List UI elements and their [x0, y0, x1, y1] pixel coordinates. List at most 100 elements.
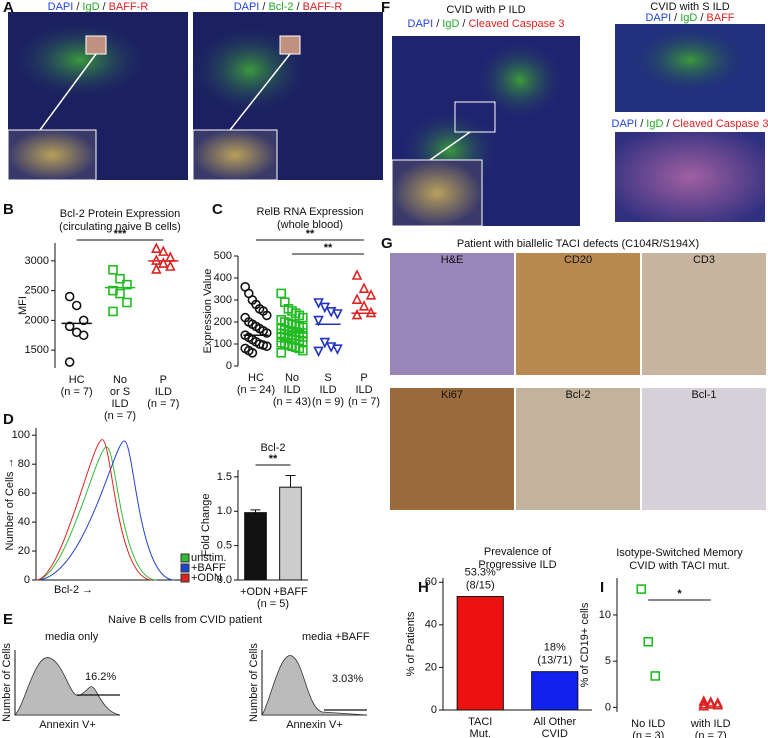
stain-label: DAPI / Bcl-2/BAFF-R	[234, 1, 343, 13]
stain-part: /	[666, 118, 670, 130]
data-point	[64, 291, 75, 302]
category-label: (n = 43)	[273, 396, 311, 408]
chart-title: Bcl-2	[260, 442, 285, 454]
category-label: (n = 7)	[61, 386, 93, 398]
y-tick-label: 500	[214, 250, 232, 262]
data-point	[650, 671, 661, 681]
y-tick-label: 3000	[25, 255, 49, 267]
data-point	[643, 636, 654, 647]
tile-label: H&E	[441, 254, 464, 266]
y-axis-label: % of Patients	[405, 611, 417, 676]
category-label: ILD	[319, 384, 336, 396]
panel-title: Patient with biallelic TACI defects (C10…	[457, 238, 699, 250]
stain-part: BAFF-R	[303, 1, 343, 13]
chart-title: Bcl-2 Protein Expression	[60, 208, 180, 220]
category-label: HC	[69, 374, 85, 386]
category-label: CVID	[542, 728, 568, 738]
category-label: ILD	[283, 384, 300, 396]
data-point	[705, 698, 717, 709]
stain-part: Bcl-2	[268, 1, 293, 13]
y-tick-label: 20	[18, 545, 30, 557]
significance-label: **	[269, 453, 278, 465]
note: (n = 5)	[257, 598, 289, 610]
category-label: P	[360, 372, 367, 384]
condition-label: media only	[45, 631, 99, 643]
data-point	[71, 300, 82, 311]
y-tick-label: 300	[214, 294, 232, 306]
micrograph	[7, 12, 383, 181]
y-tick-label: 0.0	[217, 574, 232, 586]
stain-part: IgD	[680, 12, 697, 24]
y-tick-label: 60	[18, 487, 30, 499]
data-point	[122, 279, 132, 290]
data-point	[108, 285, 118, 296]
stain-part: DAPI	[408, 18, 434, 30]
data-point	[151, 254, 162, 265]
y-tick-label: 20	[425, 661, 437, 673]
legend-label: unstim.	[191, 552, 226, 564]
data-point	[261, 341, 272, 352]
panel-letter: G	[381, 235, 393, 252]
y-tick-label: 0	[226, 360, 232, 372]
data-point	[64, 357, 75, 367]
y-tick-label: 0	[24, 574, 30, 586]
stain-part: /	[640, 118, 644, 130]
panel-letter: I	[600, 579, 604, 596]
category-label: ILD	[155, 386, 172, 398]
category-label: (n = 24)	[237, 384, 275, 396]
data-point	[698, 695, 710, 706]
count-label: (8/15)	[466, 579, 495, 591]
y-tick-label: 100	[12, 429, 30, 441]
data-point	[325, 342, 337, 353]
y-tick-label: 10	[599, 609, 611, 621]
count-label: (13/71)	[537, 655, 572, 667]
y-tick-label: 1500	[25, 344, 49, 356]
data-point	[636, 584, 647, 594]
stain-label: DAPI / IgD / BAFF-R	[48, 1, 149, 13]
tile-label: Bcl-1	[691, 389, 716, 401]
data-point	[705, 696, 717, 707]
panel-letter: B	[3, 201, 14, 218]
category-label: (n = 3)	[632, 730, 664, 738]
chart-title: (whole blood)	[277, 219, 343, 231]
data-point	[247, 347, 258, 358]
data-point	[261, 310, 272, 321]
percent-label: 3.03%	[332, 673, 363, 685]
y-tick-label: 1.0	[217, 505, 232, 517]
category-label: ILD	[111, 398, 128, 410]
legend-swatch	[180, 563, 190, 573]
category-label: No	[285, 372, 299, 384]
category-label: (n = 7)	[348, 396, 380, 408]
category-label: TACI	[468, 716, 492, 728]
x-axis-label: Bcl-2 →	[54, 584, 93, 596]
stain-part: Cleaved Caspase 3	[468, 18, 564, 30]
tile-label: Bcl-2	[565, 389, 590, 401]
panel-letter: C	[212, 201, 223, 218]
data-point	[151, 263, 162, 274]
data-point	[698, 698, 710, 709]
data-point	[351, 293, 363, 305]
y-axis-label: Expression Value	[202, 269, 214, 354]
histology-tiles	[390, 253, 766, 510]
tile-label: CD3	[693, 254, 715, 266]
data-point	[165, 260, 176, 271]
stain-part: IgD	[442, 18, 459, 30]
y-tick-label: 5	[605, 655, 611, 667]
value-label: 53.3%	[465, 566, 496, 578]
category-label: P	[160, 374, 167, 386]
y-tick-label: 40	[18, 516, 30, 528]
histogram-curve	[14, 657, 121, 716]
stain-part: /	[462, 18, 466, 30]
data-point	[297, 345, 308, 356]
stain-part: IgD	[646, 118, 663, 130]
chart-title: Isotype-Switched Memory	[616, 547, 743, 559]
axis-label: Annexin V+	[286, 719, 343, 731]
stain-part: /	[297, 1, 301, 13]
category-label: ILD	[355, 384, 372, 396]
bar	[244, 512, 267, 581]
bar	[531, 671, 579, 711]
data-point	[358, 282, 370, 294]
panel-letter: E	[3, 611, 13, 628]
condition-label: media +BAFF	[302, 631, 370, 643]
y-axis-label: Number of Cells →	[4, 458, 16, 551]
